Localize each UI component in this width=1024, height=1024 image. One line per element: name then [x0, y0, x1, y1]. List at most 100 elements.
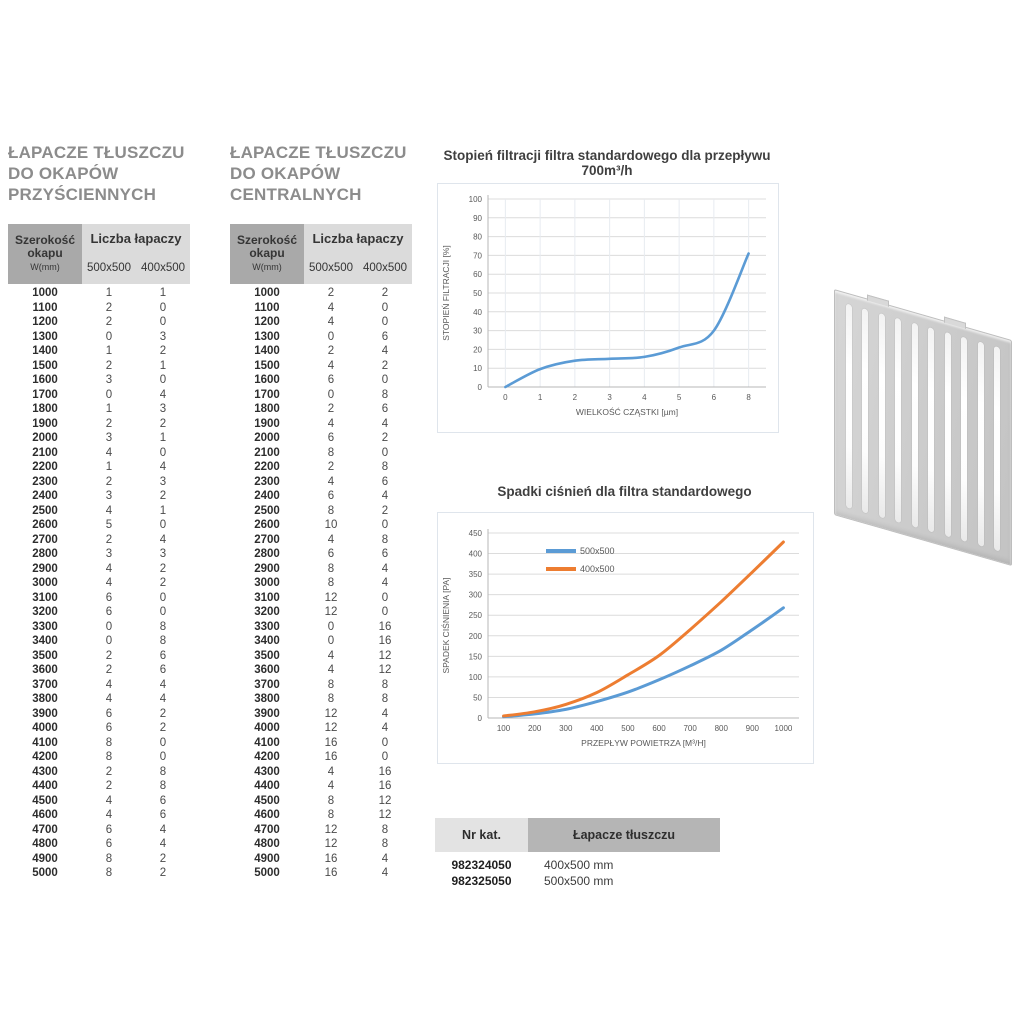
table-row: 1500 2 1	[8, 359, 190, 374]
trap-count-cell: 4	[381, 562, 389, 575]
trap-count-cell: 8	[159, 765, 167, 778]
svg-text:350: 350	[469, 570, 483, 579]
trap-count-cell: 6	[327, 432, 335, 444]
hood-width-cell: 1800	[254, 403, 280, 415]
hood-width-cell: 4600	[32, 809, 58, 821]
trap-count-cell: 6	[105, 823, 113, 836]
trap-count-cell: 8	[327, 504, 335, 517]
header-unit: W(mm)	[30, 262, 60, 272]
table-header: Szerokość okapu W(mm) Liczba łapaczy 500…	[8, 224, 190, 284]
table-row: 1900 4 4	[230, 417, 412, 432]
table-row: 3200 12 0	[230, 605, 412, 620]
trap-count-cell: 0	[327, 388, 335, 401]
svg-text:50: 50	[473, 289, 482, 298]
hood-width-cell: 3700	[32, 678, 58, 691]
trap-count-cell: 8	[105, 751, 113, 763]
table-row: 1100 2 0	[8, 301, 190, 316]
hood-width-cell: 3500	[32, 649, 58, 662]
hood-width-cell: 2800	[32, 548, 58, 560]
hood-width-cell: 1700	[254, 388, 280, 401]
svg-text:1000: 1000	[775, 724, 793, 733]
header-size-500x500: 500x500	[86, 262, 132, 274]
trap-count-cell: 16	[378, 780, 392, 792]
trap-count-cell: 4	[105, 809, 113, 821]
trap-count-cell: 2	[381, 359, 389, 372]
hood-width-cell: 2500	[254, 504, 280, 517]
table-row: 3700 4 4	[8, 678, 190, 693]
table-row: 3400 0 16	[230, 634, 412, 649]
table-row: 3700 8 8	[230, 678, 412, 693]
trap-count-cell: 0	[381, 606, 389, 618]
header-label: okapu	[249, 246, 285, 260]
svg-text:3: 3	[607, 393, 612, 402]
header-size-row: 500x500 400x500	[82, 252, 190, 284]
table-row: 1400 1 2	[8, 344, 190, 359]
catalog-size: 400x500 mm	[544, 858, 614, 872]
hood-width-cell: 3600	[254, 664, 280, 676]
trap-count-cell: 0	[381, 736, 389, 749]
trap-count-cell: 0	[327, 620, 335, 633]
trap-count-cell: 4	[327, 417, 335, 430]
trap-count-cell: 1	[159, 359, 167, 372]
hood-width-cell: 2400	[32, 490, 58, 502]
trap-count-cell: 0	[159, 316, 167, 328]
hood-width-cell: 2000	[32, 432, 58, 444]
trap-count-cell: 4	[381, 490, 389, 502]
trap-count-cell: 2	[105, 765, 113, 778]
svg-text:500x500: 500x500	[580, 546, 615, 556]
svg-text:WIELKOŚĆ CZĄSTKI [µm]: WIELKOŚĆ CZĄSTKI [µm]	[576, 406, 678, 417]
trap-count-cell: 1	[105, 403, 113, 415]
trap-count-cell: 6	[105, 707, 113, 720]
table-row: 4500 8 12	[230, 794, 412, 809]
table-row: 3100 12 0	[230, 591, 412, 606]
trap-count-cell: 6	[159, 649, 167, 662]
svg-text:STOPIEŃ FILTRACJI [%]: STOPIEŃ FILTRACJI [%]	[441, 245, 451, 341]
trap-count-cell: 0	[381, 519, 389, 531]
trap-count-cell: 0	[105, 635, 113, 647]
table-row: 4000 12 4	[230, 721, 412, 736]
trap-count-cell: 8	[105, 852, 113, 865]
hood-width-cell: 3200	[32, 606, 58, 618]
hood-width-cell: 2300	[254, 475, 280, 488]
table-row: 3300 0 8	[8, 620, 190, 635]
hood-width-cell: 3900	[254, 707, 280, 720]
svg-text:80: 80	[473, 233, 482, 242]
table-row: 4800 6 4	[8, 837, 190, 852]
svg-text:300: 300	[559, 724, 573, 733]
trap-count-cell: 4	[159, 461, 167, 473]
hood-width-cell: 4300	[32, 765, 58, 778]
trap-count-cell: 16	[324, 736, 338, 749]
hood-width-cell: 1800	[32, 403, 58, 415]
table-row: 2400 3 2	[8, 489, 190, 504]
trap-count-cell: 6	[105, 722, 113, 734]
hood-width-cell: 2300	[32, 475, 58, 488]
trap-count-cell: 3	[159, 330, 167, 343]
hood-width-cell: 4200	[254, 751, 280, 763]
table-row: 982324050 400x500 mm	[435, 857, 720, 873]
trap-count-cell: 0	[159, 519, 167, 531]
catalog-rows: 982324050 400x500 mm 982325050 500x500 m…	[435, 857, 720, 889]
svg-text:600: 600	[652, 724, 666, 733]
table-row: 1200 2 0	[8, 315, 190, 330]
table-row: 1900 2 2	[8, 417, 190, 432]
table-row: 2500 8 2	[230, 504, 412, 519]
table-row: 1100 4 0	[230, 301, 412, 316]
trap-count-cell: 1	[159, 432, 167, 444]
trap-count-cell: 4	[327, 359, 335, 372]
svg-text:300: 300	[469, 591, 483, 600]
data-table: Szerokość okapu W(mm) Liczba łapaczy 500…	[8, 224, 190, 881]
trap-count-cell: 3	[105, 490, 113, 502]
hood-width-cell: 1400	[32, 345, 58, 357]
table-row: 1500 4 2	[230, 359, 412, 374]
table-row: 3400 0 8	[8, 634, 190, 649]
svg-text:SPADEK CIŚNIENIA [PA]: SPADEK CIŚNIENIA [PA]	[440, 577, 451, 673]
trap-count-cell: 1	[159, 287, 167, 299]
trap-count-cell: 8	[159, 780, 167, 792]
trap-count-cell: 3	[105, 432, 113, 444]
hood-width-cell: 1500	[254, 359, 280, 372]
trap-count-cell: 0	[159, 591, 167, 604]
filter-slot	[994, 346, 1001, 552]
trap-count-cell: 2	[105, 649, 113, 662]
hood-width-cell: 1000	[32, 287, 58, 299]
svg-text:40: 40	[473, 308, 482, 317]
